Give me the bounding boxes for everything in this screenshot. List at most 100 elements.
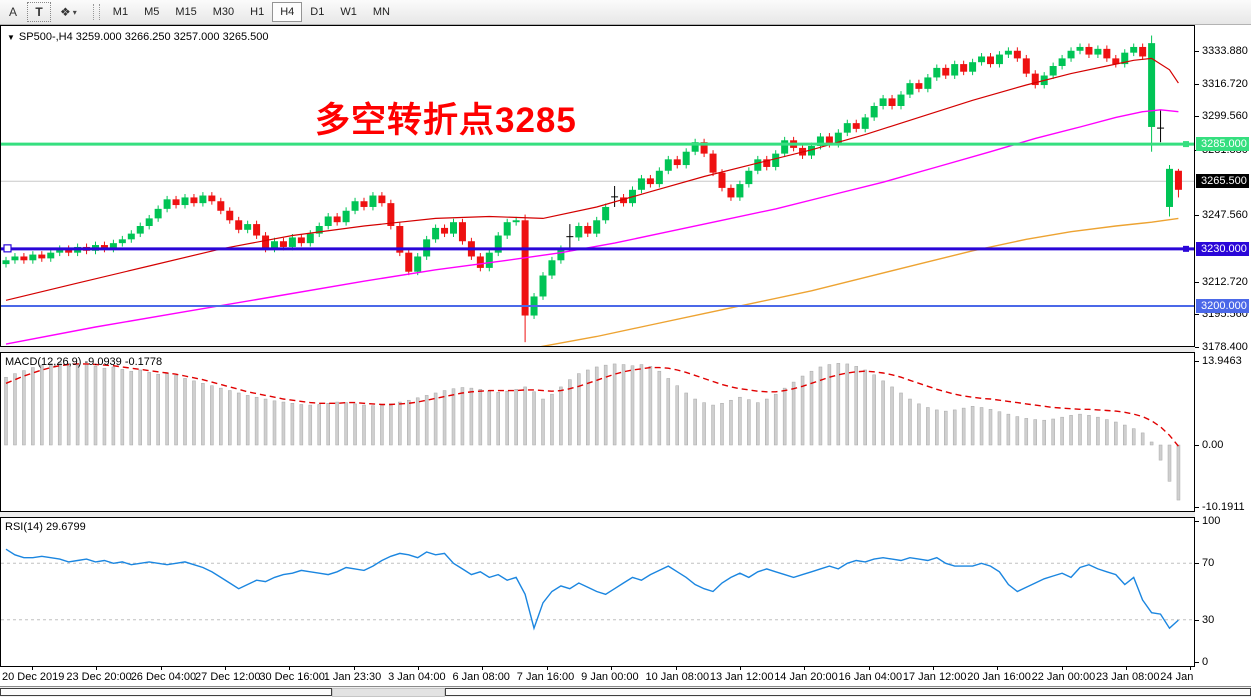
price-tick-label: 3247.560 (1202, 209, 1248, 222)
time-label: 20 Jan 16:00 (967, 671, 1031, 683)
rsi-chart-surface[interactable] (1, 518, 1194, 666)
time-axis-tick (96, 666, 98, 670)
candles-layer (2, 35, 1182, 343)
axis-tick (1195, 83, 1199, 85)
chart-title: ▼ SP500-,H4 3259.000 3266.250 3257.000 32… (7, 31, 268, 43)
chart-title-text: SP500-,H4 3259.000 3266.250 3257.000 326… (18, 31, 269, 43)
time-label: 20 Dec 2019 (2, 671, 65, 683)
axis-tick (1195, 445, 1199, 446)
axis-tick (1195, 116, 1199, 118)
objects-icon: ❖ (60, 5, 71, 19)
rsi-name: RSI(14) (5, 521, 43, 533)
axis-tick (1195, 563, 1199, 565)
chevron-down-icon: ▾ (72, 7, 77, 17)
price-tick-label: 3333.880 (1202, 44, 1248, 57)
toolbar: A T ❖ ▾ M1 M5 M15 M30 H1 H4 D1 W1 MN (0, 0, 1251, 25)
scrollbar-track-left[interactable] (0, 688, 332, 696)
timeframe-h1-button[interactable]: H1 (242, 2, 272, 22)
timeframe-mn-button[interactable]: MN (365, 2, 398, 22)
time-label: 1 Jan 23:30 (323, 671, 382, 683)
axis-tick (1195, 619, 1199, 621)
macd-label: MACD(12,26,9) -9.0939 -0.1778 (5, 356, 162, 368)
price-tick-label: 3178.400 (1202, 341, 1248, 354)
rsi-pane[interactable]: RSI(14) 29.6799 (0, 517, 1195, 667)
scrollbar-track-right[interactable] (445, 688, 1251, 696)
timeframe-m5-button[interactable]: M5 (136, 2, 167, 22)
timeframe-d1-button[interactable]: D1 (302, 2, 332, 22)
ma-slow-line (540, 217, 1179, 346)
time-label: 17 Jan 12:00 (902, 671, 967, 683)
time-axis-tick (160, 666, 162, 670)
rsi-line (5, 548, 1179, 631)
time-label: 6 Jan 08:00 (452, 671, 510, 683)
timeframe-h4-button[interactable]: H4 (272, 2, 303, 22)
macd-pane[interactable]: MACD(12,26,9) -9.0939 -0.1778 (0, 352, 1195, 512)
ma-fast-line (5, 57, 1179, 301)
time-label: 23 Dec 20:00 (66, 671, 132, 683)
time-label: 7 Jan 16:00 (516, 671, 575, 683)
time-axis-tick (739, 666, 741, 670)
symbol-dropdown-icon[interactable]: ▼ (7, 33, 15, 42)
timeframe-group: M1 M5 M15 M30 H1 H4 D1 W1 MN (105, 2, 398, 22)
time-axis-tick (418, 666, 420, 670)
rsi-tick-label: 30 (1202, 613, 1215, 626)
time-label: 23 Jan 08:00 (1095, 671, 1160, 683)
time-axis-tick (1061, 666, 1063, 670)
rsi-tick-label: 100 (1202, 515, 1221, 527)
axis-tick (1195, 281, 1199, 283)
price-axis[interactable]: 3333.8803316.7203299.5603281.8803247.560… (1195, 25, 1251, 686)
chart-annotation-text[interactable]: 多空转折点3285 (315, 101, 577, 140)
axis-tick (1195, 347, 1199, 349)
time-axis-tick (482, 666, 484, 670)
time-axis-tick (868, 666, 870, 670)
price-chart-surface[interactable] (1, 26, 1194, 346)
timeframe-m30-button[interactable]: M30 (205, 2, 242, 22)
macd-values: -9.0939 -0.1778 (84, 356, 163, 368)
time-label: 30 Dec 16:00 (259, 671, 325, 683)
toolbar-grip[interactable] (92, 4, 100, 20)
time-axis-tick (932, 666, 934, 670)
time-label: 16 Jan 04:00 (838, 671, 903, 683)
time-axis-tick (1190, 666, 1192, 670)
axis-tick (1195, 314, 1199, 316)
time-axis[interactable]: 20 Dec 2019 23 Dec 20:00 26 Dec 04:00 27 De… (0, 666, 1224, 686)
time-label: 26 Dec 04:00 (130, 671, 197, 683)
price-badge-3230.000: 3230.000 (1196, 241, 1249, 256)
time-axis-tick (546, 666, 548, 670)
time-axis-tick (611, 666, 613, 670)
price-tick-label: 3316.720 (1202, 77, 1248, 90)
rsi-tick-label: 70 (1202, 557, 1215, 570)
time-label: 9 Jan 00:00 (581, 671, 639, 683)
macd-signal-line (5, 363, 1179, 447)
axis-tick (1195, 215, 1199, 217)
price-badge-3285.000: 3285.000 (1196, 137, 1249, 152)
timeframe-w1-button[interactable]: W1 (332, 2, 365, 22)
axis-tick (1195, 521, 1199, 522)
font-tool-button[interactable]: A (1, 2, 25, 22)
objects-dropdown-button[interactable]: ❖ ▾ (53, 2, 84, 22)
text-label-tool-button[interactable]: T (27, 2, 51, 22)
time-axis-tick (1125, 666, 1127, 670)
hline-handle (1183, 141, 1189, 148)
time-axis-tick (289, 666, 291, 670)
macd-tick-label: 13.9463 (1202, 354, 1242, 367)
time-axis-tick (32, 666, 33, 670)
macd-chart-surface[interactable] (1, 353, 1194, 511)
time-label: 13 Jan 12:00 (709, 671, 774, 683)
axis-tick (1195, 662, 1199, 663)
time-axis-tick (225, 666, 227, 670)
horizontal-scrollbar[interactable] (0, 686, 1251, 697)
pane-resize-handle[interactable] (0, 512, 1195, 517)
time-axis-tick (353, 666, 355, 670)
time-label: 10 Jan 08:00 (645, 671, 710, 683)
pane-resize-handle[interactable] (0, 347, 1195, 352)
rsi-label: RSI(14) 29.6799 (5, 521, 86, 533)
scrollbar-thumb[interactable] (332, 688, 445, 697)
timeframe-m1-button[interactable]: M1 (105, 2, 136, 22)
timeframe-m15-button[interactable]: M15 (167, 2, 204, 22)
time-label: 27 Dec 12:00 (195, 671, 261, 683)
price-badge-3265.500: 3265.500 (1196, 174, 1249, 189)
macd-tick-label: -10.1911 (1202, 500, 1245, 513)
price-chart-pane[interactable]: ▼ SP500-,H4 3259.000 3266.250 3257.000 32… (0, 25, 1195, 347)
